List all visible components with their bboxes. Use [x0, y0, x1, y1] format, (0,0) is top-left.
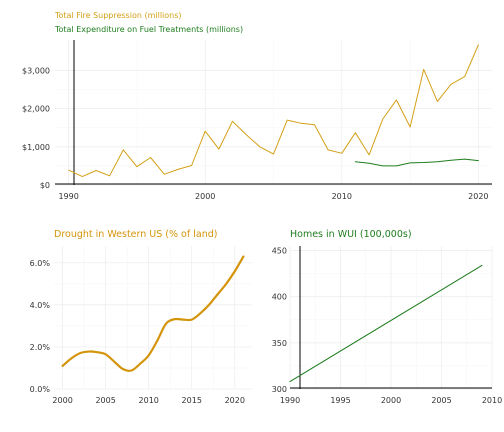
series-line-total-expenditure-on-fuel-treatments-millions: [354, 158, 479, 167]
x-tick-label: 2000: [52, 396, 72, 405]
y-tick-label: 300: [272, 385, 287, 394]
x-tick-label: 2010: [332, 192, 352, 201]
wui-chart-title: Homes in WUI (100,000s): [290, 229, 412, 240]
x-tick-label: 2020: [225, 396, 245, 405]
legend-fuel: Total Expenditure on Fuel Treatments (mi…: [54, 25, 243, 34]
x-tick-label: 1995: [330, 396, 350, 405]
y-tick-label: $0: [40, 181, 50, 190]
x-tick-label: 2000: [195, 192, 215, 201]
drought-chart-title: Drought in Western US (% of land): [54, 229, 217, 240]
y-tick-label: $3,000: [22, 67, 50, 76]
expenditure-chart: 1990 2000 2010 2020 $0 $1,000 $2,000 $3,000: [22, 40, 492, 201]
y-tick-label: 2.0%: [30, 343, 51, 352]
x-tick-label: 2000: [381, 396, 401, 405]
y-tick-label: $2,000: [22, 105, 50, 114]
y-tick-label: $1,000: [22, 143, 50, 152]
y-tick-label: 350: [272, 339, 287, 348]
y-tick-label: 4.0%: [30, 301, 51, 310]
legend-suppression: Total Fire Suppression (millions): [54, 11, 182, 20]
x-tick-label: 2010: [139, 396, 159, 405]
x-tick-label: 2020: [468, 192, 488, 201]
x-tick-label: 2005: [95, 396, 115, 405]
drought-chart: 2000 2005 2010 2015 2020 0.0% 2.0% 4.0% 6.0%: [30, 246, 252, 405]
y-tick-label: 6.0%: [30, 259, 51, 268]
x-tick-label: 1990: [58, 192, 78, 201]
wui-chart: 1990 1995 2000 2005 2010 300 350 400 450: [272, 246, 502, 405]
x-tick-label: 2010: [482, 396, 502, 405]
y-tick-label: 450: [272, 247, 287, 256]
x-tick-label: 2005: [431, 396, 451, 405]
y-tick-label: 0.0%: [30, 385, 51, 394]
y-tick-label: 400: [272, 293, 287, 302]
series-line-total-fire-suppression-millions: [68, 44, 479, 178]
x-tick-label: 1990: [280, 396, 300, 405]
series-line-drought-in-western-us-of-land: [61, 255, 245, 372]
x-tick-label: 2015: [182, 396, 202, 405]
series-line-homes-in-wui-100-000s: [289, 264, 483, 383]
